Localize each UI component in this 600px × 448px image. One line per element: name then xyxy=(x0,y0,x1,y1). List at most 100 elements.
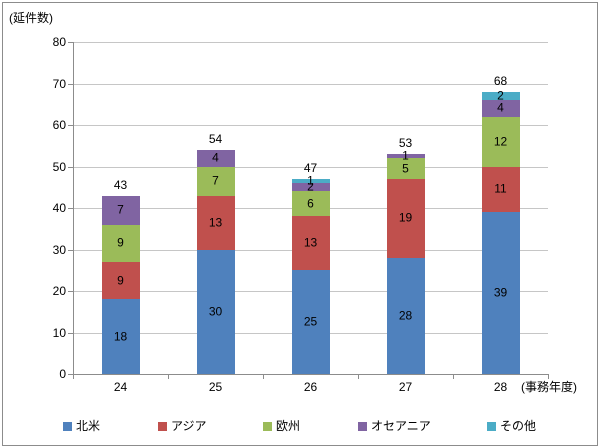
segment-value-label: 7 xyxy=(117,202,124,217)
y-tick-label: 0 xyxy=(59,367,66,381)
bar-segment: 9 xyxy=(101,261,140,300)
legend-swatch xyxy=(263,421,272,431)
y-tick-label: 40 xyxy=(52,201,66,215)
y-tick-label: 60 xyxy=(52,118,66,132)
x-axis-line xyxy=(73,374,549,375)
x-category-label: 28 xyxy=(493,380,508,394)
y-tick-mark xyxy=(68,125,73,126)
legend-label: アジア xyxy=(171,419,207,433)
bar-segment: 18 xyxy=(101,299,140,374)
segment-value-label: 13 xyxy=(208,215,223,230)
gridline xyxy=(73,42,548,43)
bar-segment: 30 xyxy=(196,249,235,374)
legend-label: 北米 xyxy=(76,419,101,433)
x-axis-unit-label: (事務年度) xyxy=(521,380,577,394)
y-tick-label: 20 xyxy=(52,284,66,298)
bar-total-label: 53 xyxy=(398,136,413,151)
x-tick-mark xyxy=(548,375,549,379)
segment-value-label: 4 xyxy=(497,100,504,115)
y-tick-mark xyxy=(68,166,73,168)
segment-value-label: 2 xyxy=(307,179,314,194)
y-tick-label: 70 xyxy=(52,76,66,91)
segment-value-label: 2 xyxy=(497,88,504,103)
x-tick-mark xyxy=(263,375,264,379)
segment-value-label: 28 xyxy=(398,308,413,323)
segment-value-label: 12 xyxy=(493,134,508,149)
y-tick-label: 30 xyxy=(52,242,66,257)
bar-segment: 1 xyxy=(386,149,425,162)
bar-segment: 7 xyxy=(101,195,140,225)
bar-total-label: 68 xyxy=(493,73,508,88)
bar-total-label: 47 xyxy=(303,160,318,175)
segment-value-label: 18 xyxy=(113,329,128,344)
bar-segment: 13 xyxy=(291,216,330,271)
bar-segment: 28 xyxy=(386,257,425,374)
bar-segment: 25 xyxy=(291,270,330,374)
segment-value-label: 9 xyxy=(117,235,124,250)
x-category-label: 26 xyxy=(303,380,318,394)
segment-value-label: 5 xyxy=(402,161,409,176)
segment-value-label: 25 xyxy=(303,314,318,329)
x-category-label: 25 xyxy=(208,380,223,394)
bar-segment: 5 xyxy=(386,158,425,179)
chart-legend: 北米 アジア 欧州 オセアニア その他 xyxy=(0,418,600,436)
plot-area: 18 9 9 7 43 30 13 7 4 54 25 13 6 2 1 47 28 19 5 1 53 39 11 12 4 2… xyxy=(73,42,548,374)
y-tick-mark xyxy=(68,291,73,292)
legend-label: 欧州 xyxy=(276,419,301,433)
x-tick-mark xyxy=(453,375,454,379)
legend-label: その他 xyxy=(500,419,537,433)
gridline xyxy=(73,83,548,85)
y-tick-mark xyxy=(68,42,73,43)
segment-value-label: 9 xyxy=(117,273,124,288)
bar-segment: 2 xyxy=(291,179,330,194)
x-tick-mark xyxy=(73,375,74,379)
segment-value-label: 7 xyxy=(212,173,219,188)
y-axis-unit-label: (延件数) xyxy=(9,11,53,25)
bar-segment: 19 xyxy=(386,178,425,258)
bar-total-label: 54 xyxy=(208,131,223,146)
bar-total-label: 43 xyxy=(113,177,128,192)
x-category-label: 24 xyxy=(113,380,128,394)
y-tick-mark xyxy=(68,249,73,251)
segment-value-label: 4 xyxy=(212,150,219,165)
legend-item: オセアニア xyxy=(358,418,431,434)
bar-segment: 39 xyxy=(481,212,520,374)
bar-segment: 7 xyxy=(196,166,235,196)
segment-value-label: 1 xyxy=(402,148,409,163)
bar-segment: 4 xyxy=(196,149,235,167)
bar-segment: 11 xyxy=(481,166,520,213)
legend-item: その他 xyxy=(487,418,536,434)
legend-swatch xyxy=(487,421,496,431)
x-tick-mark xyxy=(168,375,169,379)
legend-item: アジア xyxy=(158,418,207,434)
bar-segment: 9 xyxy=(101,224,140,262)
y-tick-mark xyxy=(68,83,73,85)
legend-item: 欧州 xyxy=(263,418,300,434)
segment-value-label: 1 xyxy=(307,173,314,188)
bar-segment: 1 xyxy=(291,174,330,187)
y-tick-mark xyxy=(68,208,73,209)
gridline xyxy=(73,125,548,126)
y-tick-mark xyxy=(68,332,73,334)
bar-segment: 12 xyxy=(481,116,520,167)
x-category-label: 27 xyxy=(398,380,413,394)
segment-value-label: 11 xyxy=(494,181,507,196)
gridline xyxy=(73,166,548,168)
legend-swatch xyxy=(358,421,367,431)
legend-label: オセアニア xyxy=(371,419,431,433)
y-tick-label: 80 xyxy=(52,35,66,49)
bar-segment: 6 xyxy=(291,191,330,217)
bar-segment: 2 xyxy=(481,88,520,103)
y-tick-label: 50 xyxy=(52,159,66,174)
bar-segment: 13 xyxy=(196,195,235,250)
y-tick-mark xyxy=(68,374,73,375)
x-tick-mark xyxy=(358,375,359,379)
segment-value-label: 6 xyxy=(307,196,314,211)
legend-item: 北米 xyxy=(63,418,100,434)
y-tick-label: 10 xyxy=(52,325,66,340)
segment-value-label: 39 xyxy=(493,285,508,300)
segment-value-label: 13 xyxy=(303,235,318,250)
segment-value-label: 19 xyxy=(398,210,413,225)
legend-swatch xyxy=(63,421,72,431)
